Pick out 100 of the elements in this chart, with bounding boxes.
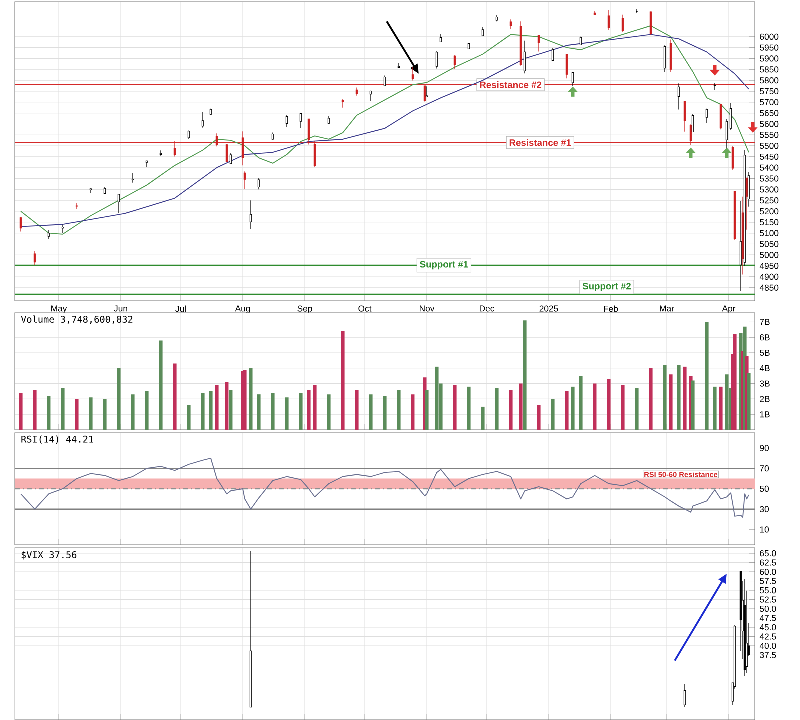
- bar: [537, 405, 541, 430]
- bar: [425, 390, 429, 430]
- candlestick: [692, 114, 694, 133]
- y-tick-label: 4950: [760, 263, 779, 270]
- candlestick: [230, 153, 232, 164]
- candlestick: [538, 35, 540, 52]
- y-tick-label: 2B: [760, 396, 770, 402]
- candlestick: [90, 188, 92, 194]
- candlestick: [650, 11, 652, 36]
- candlestick: [726, 118, 728, 149]
- candlestick: [566, 54, 568, 79]
- candlestick: [62, 224, 64, 234]
- y-tick-label: 7B: [760, 319, 770, 326]
- y-tick-label: 30: [760, 506, 770, 512]
- y-tick-label: 5800: [760, 77, 779, 84]
- bar: [271, 393, 275, 430]
- bar: [663, 365, 667, 430]
- candlestick: [202, 112, 204, 128]
- bar: [649, 368, 653, 430]
- candlestick: [286, 114, 288, 128]
- bar: [467, 386, 471, 430]
- y-tick-label: 50: [760, 486, 770, 492]
- y-tick-label: 5400: [760, 164, 779, 171]
- bar: [249, 368, 253, 430]
- y-tick-label: 1B: [760, 412, 770, 418]
- y-tick-label: 5650: [760, 110, 779, 116]
- candlestick: [552, 48, 554, 62]
- bar: [145, 392, 149, 430]
- y-tick-label: 65.0: [760, 550, 776, 557]
- candlestick: [426, 86, 428, 98]
- bar: [285, 398, 289, 430]
- y-tick-label: 45.0: [760, 624, 776, 631]
- bar: [341, 331, 345, 430]
- x-tick-label: Dec: [480, 306, 494, 312]
- y-tick-label: 40.0: [760, 642, 776, 650]
- y-tick-label: 5900: [760, 56, 779, 62]
- bar: [299, 393, 303, 430]
- candlestick: [146, 160, 148, 168]
- y-tick-label: 6B: [760, 334, 770, 341]
- bar: [523, 320, 527, 430]
- candlestick: [622, 14, 624, 33]
- candlestick: [34, 250, 36, 266]
- y-tick-label: 57.5: [760, 578, 776, 584]
- candlestick: [160, 150, 162, 156]
- bar: [725, 374, 729, 430]
- bar: [201, 393, 205, 430]
- y-tick-label: 5B: [760, 350, 770, 356]
- bar: [215, 385, 219, 430]
- bar: [33, 390, 37, 430]
- candlestick: [436, 51, 438, 70]
- bar: [47, 396, 51, 430]
- bar: [257, 394, 261, 430]
- x-tick-label: Mar: [660, 306, 674, 312]
- y-tick-label: 5200: [760, 208, 779, 215]
- x-tick-label: Apr: [722, 306, 736, 314]
- y-tick-label: 4850: [760, 284, 779, 291]
- candlestick: [740, 201, 742, 292]
- x-tick-label: May: [52, 306, 68, 314]
- bar: [713, 386, 717, 430]
- candlestick: [20, 216, 22, 232]
- bar: [209, 392, 213, 430]
- bar: [565, 392, 569, 430]
- bar: [509, 390, 513, 430]
- y-tick-label: 5500: [760, 142, 779, 150]
- y-tick-label: 62.5: [760, 560, 776, 566]
- candlestick: [244, 171, 246, 190]
- x-tick-label: 2025: [540, 306, 558, 312]
- bar: [691, 380, 695, 430]
- candlestick: [76, 202, 78, 210]
- y-tick-label: 5150: [760, 219, 779, 226]
- bar: [607, 379, 611, 430]
- candlestick: [664, 45, 666, 73]
- candlestick: [132, 172, 134, 184]
- bar: [411, 394, 415, 430]
- y-tick-label: 3B: [760, 380, 770, 387]
- ref-line-label: Support #2: [582, 283, 631, 292]
- chart-title: RSI(14) 44.21: [22, 436, 94, 444]
- bar: [669, 374, 673, 430]
- y-tick-label: 90: [760, 445, 770, 452]
- y-tick-label: 5050: [760, 241, 779, 248]
- x-tick-label: Nov: [420, 306, 435, 312]
- x-tick-label: Jun: [114, 306, 128, 312]
- bar: [307, 390, 311, 430]
- bar: [383, 396, 387, 430]
- candlestick: [678, 83, 680, 110]
- bar: [173, 364, 177, 430]
- y-tick-label: 5000: [760, 252, 779, 258]
- y-tick-label: 5550: [760, 132, 779, 138]
- bar: [571, 386, 575, 430]
- candlestick: [572, 72, 574, 87]
- bar: [397, 390, 401, 430]
- chart-title: Volume 3,748,600,832: [21, 316, 133, 324]
- bar: [103, 399, 107, 430]
- bar: [621, 385, 625, 430]
- bar: [19, 393, 23, 430]
- bar: [225, 382, 229, 430]
- candlestick: [250, 200, 252, 230]
- y-tick-label: 5350: [760, 176, 779, 182]
- y-tick-label: 5300: [760, 186, 779, 193]
- candlestick: [608, 10, 610, 31]
